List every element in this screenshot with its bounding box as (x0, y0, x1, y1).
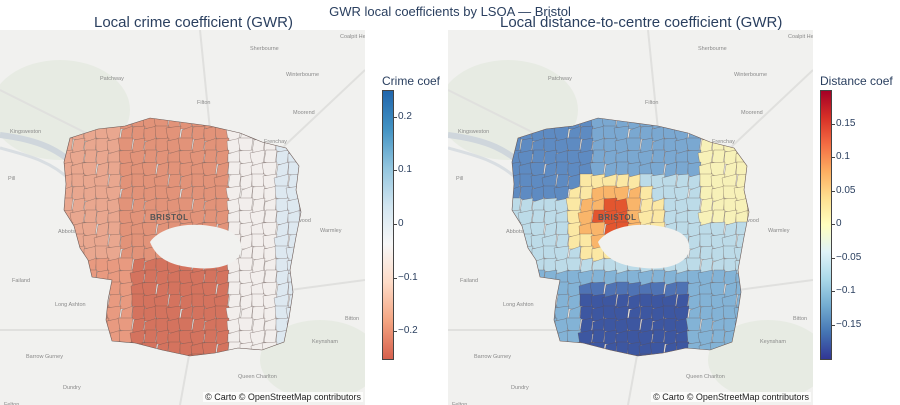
colorbar-tick-label: −0.15 (836, 318, 862, 330)
colorbar-tick-label: 0.05 (836, 184, 856, 196)
place-label: Long Ashton (55, 302, 86, 308)
city-label: BRISTOL (150, 213, 188, 222)
place-label: Kingsweston (458, 129, 489, 135)
place-label: Filton (197, 100, 210, 106)
colorbar-tick-mark (393, 116, 397, 118)
place-label: Winterbourne (734, 72, 767, 78)
colorbar-tick-label: 0 (398, 218, 404, 229)
place-label: Moorend (293, 110, 315, 116)
place-label: Abbots Leigh (58, 229, 90, 235)
map-distance[interactable]: Coalpit Heath Winterbourne Filton Moorend Pa… (448, 30, 813, 405)
place-label: Keynsham (760, 339, 786, 345)
place-label: Warmley (768, 228, 790, 234)
place-label: Abbots Leigh (506, 229, 538, 235)
map-attribution: © Carto © OpenStreetMap contributors (651, 392, 811, 402)
place-label: Coalpit Heath (340, 34, 365, 40)
place-label: Pill (8, 176, 15, 182)
place-label: Warmley (320, 228, 342, 234)
colorbar-tick-mark (831, 123, 835, 125)
map-attribution: © Carto © OpenStreetMap contributors (203, 392, 363, 402)
colorbar-tick-mark (831, 257, 835, 259)
place-label: Frenchay (712, 139, 735, 145)
colorbar-tick-mark (831, 291, 835, 292)
map-basemap-crime: Coalpit Heath Winterbourne Filton Moorend Pa… (0, 30, 365, 405)
colorbar-tick-label: 0.1 (398, 164, 412, 176)
place-label: Filton (645, 100, 658, 106)
panel-title-distance: Local distance-to-centre coefficient (GW… (500, 14, 783, 31)
place-label: Frenchay (264, 139, 287, 145)
place-label: Winterbourne (286, 72, 319, 78)
place-label: Dundry (511, 385, 529, 391)
panel-title-crime: Local crime coefficient (GWR) (94, 14, 293, 31)
place-label: Keynsham (312, 339, 338, 345)
place-label: Sherbourne (250, 46, 279, 52)
place-label: Failand (12, 278, 30, 284)
colorbar-tick-label: 0.15 (836, 117, 856, 129)
colorbar-title-crime: Crime coef (382, 74, 441, 88)
colorbar-crime (382, 90, 394, 360)
colorbar-tick-label: −0.05 (836, 251, 862, 263)
place-label: Bitton (793, 316, 807, 322)
colorbar-tick-mark (831, 324, 835, 326)
place-label: Moorend (741, 110, 763, 116)
place-label: Queen Charlton (686, 374, 725, 380)
colorbar-tick-label: −0.1 (398, 271, 418, 283)
colorbar-tick-mark (393, 170, 397, 172)
place-label: Queen Charlton (238, 374, 277, 380)
place-label: Felton (4, 402, 19, 405)
colorbar-tick-label: 0 (836, 218, 842, 229)
colorbar-tick-mark (831, 190, 835, 192)
colorbar-distance (820, 90, 832, 360)
map-basemap-distance: Coalpit Heath Winterbourne Filton Moorend Pa… (448, 30, 813, 405)
colorbar-tick-label: 0.2 (398, 110, 412, 122)
place-label: Felton (452, 402, 467, 405)
figure-title: GWR local coefficients by LSOA — Bristol (329, 4, 571, 19)
colorbar-tick-mark (831, 224, 835, 225)
map-crime[interactable]: Coalpit Heath Winterbourne Filton Moorend Pa… (0, 30, 365, 405)
colorbar-tick-label: −0.2 (398, 325, 418, 337)
colorbar-tick-mark (393, 224, 397, 225)
place-label: Sherbourne (698, 46, 727, 52)
place-label: Patchway (100, 76, 124, 82)
place-label: Failand (460, 278, 478, 284)
colorbar-tick-mark (831, 157, 835, 158)
place-label: Barrow Gurney (474, 354, 511, 360)
colorbar-tick-mark (393, 277, 397, 279)
place-label: Kingsweston (10, 129, 41, 135)
place-label: Coalpit Heath (788, 34, 813, 40)
colorbar-tick-label: −0.1 (836, 285, 856, 296)
colorbar-tick-mark (393, 331, 397, 333)
place-label: Bitton (345, 316, 359, 322)
place-label: Barrow Gurney (26, 354, 63, 360)
place-label: Long Ashton (503, 302, 534, 308)
place-label: Pill (456, 176, 463, 182)
colorbar-tick-label: 0.1 (836, 151, 850, 162)
colorbar-title-distance: Distance coef (820, 74, 893, 88)
city-label: BRISTOL (598, 213, 636, 222)
place-label: Dundry (63, 385, 81, 391)
place-label: Patchway (548, 76, 572, 82)
